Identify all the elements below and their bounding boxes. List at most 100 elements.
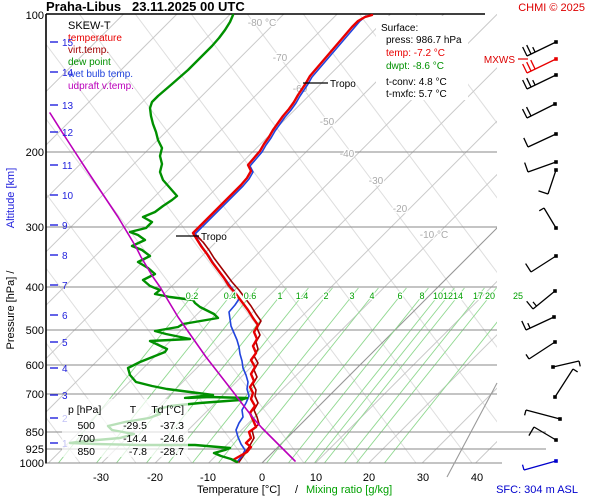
altitude-tick-label: 8: [62, 251, 68, 262]
table-header-cell: Td [°C]: [151, 404, 184, 416]
isotherm-line: [208, 173, 497, 463]
pressure-tick-label: 200: [26, 147, 44, 159]
pressure-tick-label: 400: [26, 282, 44, 294]
levels-table-background: [62, 399, 188, 457]
altitude-tick: 10: [50, 191, 74, 202]
axis-title-separator: /: [295, 484, 299, 496]
table-header-cell: T: [130, 404, 137, 416]
barb-half-feather: [572, 368, 578, 373]
table-header-cell: p [hPa]: [68, 404, 101, 416]
altitude-tick-label: 3: [62, 391, 68, 402]
wind-barb: [522, 40, 558, 57]
isotherm-label: -80 °C: [248, 18, 276, 29]
mixing-ratio-labels: 0.2 0.4 0.6 1 1.4 2 3 4 6 8 10 12 14 17 20 25: [184, 290, 524, 303]
barb-staff: [523, 460, 557, 471]
isotherm-line: [46, 14, 338, 306]
mixing-ratio-label: 4: [369, 291, 374, 301]
isotherm-label: -70: [273, 53, 288, 64]
dry-adiabat-line: [46, 43, 361, 463]
table-cell: -14.4: [123, 433, 147, 445]
barb-half-feather: [532, 301, 537, 307]
barb-staff: [554, 368, 574, 398]
dry-adiabat-line: [78, 14, 417, 463]
mixing-ratio-line: [288, 287, 429, 463]
dry-adiabat-line: [46, 192, 249, 463]
tropopause-label: Tropo: [201, 232, 227, 243]
altitude-tick-label: 10: [62, 191, 74, 202]
pressure-tick-label: 925: [26, 444, 44, 456]
barb-station-dot: [553, 395, 557, 399]
diagram-type-label: SKEW-T: [68, 20, 111, 32]
isotherm-label: -10 °C: [420, 230, 448, 241]
temperature-tick-label: 30: [417, 472, 429, 484]
pressure-axis-title: Pressure [hPa] /: [5, 270, 17, 350]
mixing-ratio-label: 0.6: [244, 291, 257, 301]
altitude-tick-label: 6: [62, 311, 68, 322]
temperature-tick-label: 40: [471, 472, 483, 484]
barb-station-dot: [554, 73, 558, 77]
isotherm-line: [475, 440, 497, 463]
isotherm-line: [101, 67, 497, 463]
barb-staff: [530, 255, 557, 273]
temperature-tick-label: -10: [200, 472, 216, 484]
mixing-ratio-line: [192, 287, 333, 463]
barb-feather: [526, 61, 532, 72]
mixing-ratio-label: 14: [453, 291, 463, 301]
legend-item-temperature: temperature: [68, 33, 122, 44]
wind-barb: [553, 368, 578, 399]
surface-info-box: Surface: press: 986.7 hPa temp: -7.2 °C dw…: [376, 16, 468, 100]
temperature-tick-label: 0: [259, 472, 265, 484]
altitude-tick: 12: [50, 128, 74, 139]
altitude-tick: 6: [50, 311, 68, 322]
mixing-ratio-line: [356, 287, 497, 463]
barb-staff: [526, 41, 557, 57]
wind-barb: [521, 102, 557, 119]
altitude-tick-label: 4: [62, 364, 68, 375]
isotherm-line: [46, 14, 231, 200]
altitude-tick-label: 14: [62, 68, 74, 79]
surface-box-line: t-conv: 4.8 °C: [386, 77, 447, 88]
wind-barb: [525, 254, 558, 273]
curve-updraft-virtual-temperature: [49, 112, 296, 462]
barb-feather: [521, 108, 528, 119]
mxws-label: MXWS: [484, 55, 515, 66]
barb-staff: [552, 360, 580, 368]
copyright-label: CHMI © 2025: [518, 2, 585, 14]
mixing-ratio-label: 0.4: [224, 291, 237, 301]
temperature-axis-title: Temperature [°C]: [197, 484, 280, 496]
isotherm-line: [46, 14, 391, 360]
curve-virtual-temperature: [193, 232, 262, 463]
aux-dark-gridlines: [446, 382, 498, 478]
barb-station-dot: [551, 365, 555, 369]
wind-barb: [524, 160, 558, 173]
pressure-tick-label: 300: [26, 222, 44, 234]
mixing-ratio-label: 3: [349, 291, 354, 301]
barb-half-feather: [527, 322, 531, 329]
altitude-tick: 8: [50, 251, 68, 262]
barb-feather: [525, 106, 532, 117]
barb-station-dot: [554, 226, 558, 230]
mixing-ratio-line: [314, 287, 455, 463]
wind-barb: [538, 207, 558, 230]
table-cell: 850: [77, 446, 95, 458]
temperature-tick-label: 10: [310, 472, 322, 484]
wind-barb: [538, 168, 558, 195]
isotherm-label: -20: [393, 204, 408, 215]
mixing-ratio-gridlines: [58, 287, 497, 463]
mixing-ratio-label: 0.2: [186, 291, 199, 301]
altitude-tick: 14: [50, 68, 74, 79]
altitude-tick: 15: [50, 38, 74, 49]
table-cell: 700: [77, 433, 95, 445]
isotherm-labels: -80 °C-70-60-50-40-30-20-10 °C: [247, 17, 450, 243]
isobar-gridlines: [46, 151, 546, 464]
tropopause-label: Tropo: [330, 79, 356, 90]
table-cell: -24.6: [160, 433, 184, 445]
mixing-ratio-axis-title: Mixing ratio [g/kg]: [306, 484, 392, 496]
pressure-tick-label: 700: [26, 389, 44, 401]
barb-feather: [528, 426, 535, 436]
surface-box-line: press: 986.7 hPa: [386, 35, 462, 46]
mxws-marker: MXWS: [484, 55, 528, 66]
